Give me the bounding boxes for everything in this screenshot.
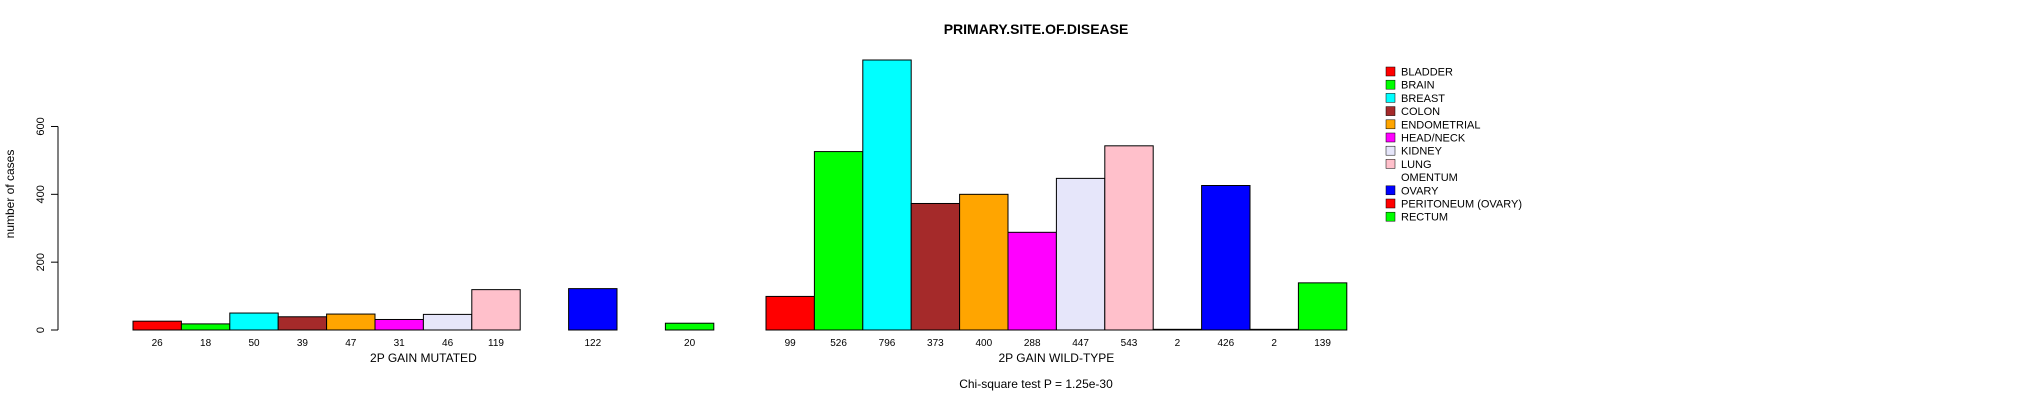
bar-1-6 bbox=[1055, 177, 1106, 331]
bar-1-5 bbox=[1007, 231, 1057, 331]
bar-count-label: 20 bbox=[684, 338, 696, 349]
bar-0-4 bbox=[326, 313, 376, 331]
legend-swatch bbox=[1385, 185, 1396, 196]
legend-label: PERITONEUM (OVARY) bbox=[1401, 199, 1522, 211]
group-label: 2P GAIN WILD-TYPE bbox=[998, 351, 1114, 365]
bar-count-label: 426 bbox=[1217, 338, 1234, 349]
bar-1-9 bbox=[1201, 185, 1251, 331]
legend-swatch bbox=[1385, 106, 1396, 116]
legend-swatch bbox=[1386, 172, 1395, 182]
legend-label: OMENTUM bbox=[1401, 172, 1458, 184]
bar-count-label: 47 bbox=[345, 338, 357, 349]
bar-count-label: 50 bbox=[248, 338, 260, 349]
bar-1-10 bbox=[1249, 328, 1299, 331]
bar-count-label: 400 bbox=[975, 338, 992, 349]
bar-count-label: 26 bbox=[152, 338, 164, 349]
legend-label: BLADDER bbox=[1401, 67, 1453, 79]
bar-count-label: 373 bbox=[927, 338, 944, 349]
group-label: 2P GAIN MUTATED bbox=[370, 351, 477, 365]
bar-count-label: 99 bbox=[785, 338, 797, 349]
legend-label: LUNG bbox=[1401, 159, 1432, 171]
legend-label: HEAD/NECK bbox=[1401, 133, 1466, 145]
bar-1-0 bbox=[765, 295, 815, 331]
legend-swatch bbox=[1385, 132, 1396, 143]
bar-0-5 bbox=[374, 318, 424, 331]
bar-0-7 bbox=[471, 289, 521, 331]
bar-0-9 bbox=[568, 288, 618, 331]
legend-label: OVARY bbox=[1401, 185, 1439, 197]
bar-1-1 bbox=[813, 151, 864, 331]
bar-1-3 bbox=[910, 202, 961, 331]
legend-label: BREAST bbox=[1401, 93, 1445, 105]
y-tick-label: 0 bbox=[35, 327, 47, 333]
bar-count-label: 447 bbox=[1072, 338, 1089, 349]
legend-swatch bbox=[1385, 198, 1396, 209]
bar-count-label: 796 bbox=[879, 338, 896, 349]
bar-count-label: 2 bbox=[1271, 338, 1277, 349]
bar-count-label: 2 bbox=[1175, 338, 1181, 349]
bar-count-label: 39 bbox=[297, 338, 309, 349]
legend-swatch bbox=[1385, 119, 1396, 130]
y-axis-label: number of cases bbox=[3, 150, 17, 239]
bar-count-label: 31 bbox=[394, 338, 406, 349]
bar-0-1 bbox=[180, 323, 231, 331]
bar-count-label: 543 bbox=[1121, 338, 1138, 349]
y-tick-label: 600 bbox=[35, 117, 47, 135]
chart-title: PRIMARY.SITE.OF.DISEASE bbox=[944, 21, 1129, 37]
legend-label: KIDNEY bbox=[1401, 146, 1443, 158]
bar-count-label: 122 bbox=[584, 338, 601, 349]
bar-1-11 bbox=[1297, 282, 1348, 331]
legend-label: ENDOMETRIAL bbox=[1401, 119, 1480, 131]
bar-count-label: 526 bbox=[830, 338, 847, 349]
legend-label: COLON bbox=[1401, 106, 1440, 118]
legend-swatch bbox=[1385, 159, 1396, 169]
bar-count-label: 119 bbox=[488, 338, 504, 349]
legend-swatch bbox=[1385, 145, 1396, 156]
legend-swatch bbox=[1385, 211, 1396, 222]
bar-count-label: 46 bbox=[442, 338, 454, 349]
bar-count-label: 288 bbox=[1024, 338, 1041, 349]
bar-1-4 bbox=[959, 193, 1009, 331]
legend-swatch bbox=[1385, 66, 1396, 77]
bar-1-8 bbox=[1152, 328, 1203, 331]
legend-label: BRAIN bbox=[1401, 80, 1435, 92]
bar-0-2 bbox=[229, 312, 279, 331]
legend-label: RECTUM bbox=[1401, 212, 1448, 224]
y-axis: 0 200 400 600 bbox=[35, 117, 59, 333]
y-tick-label: 200 bbox=[35, 253, 47, 271]
bar-count-label: 18 bbox=[200, 338, 212, 349]
bars-group: 26 18 50 39 47 31 46 119 122 20 2P GAIN MUTATED 99 5… bbox=[132, 59, 1348, 365]
chi-square-footer: Chi-square test P = 1.25e-30 bbox=[959, 377, 1113, 391]
bar-1-2 bbox=[862, 59, 912, 331]
legend-swatch bbox=[1385, 93, 1396, 103]
bar-0-3 bbox=[277, 316, 328, 331]
bar-0-11 bbox=[664, 322, 715, 331]
bar-0-0 bbox=[132, 320, 182, 331]
bar-0-6 bbox=[422, 313, 473, 331]
y-tick-label: 400 bbox=[35, 185, 47, 203]
bar-1-7 bbox=[1104, 145, 1154, 331]
bar-count-label: 139 bbox=[1314, 338, 1331, 349]
legend-swatch bbox=[1385, 79, 1396, 90]
